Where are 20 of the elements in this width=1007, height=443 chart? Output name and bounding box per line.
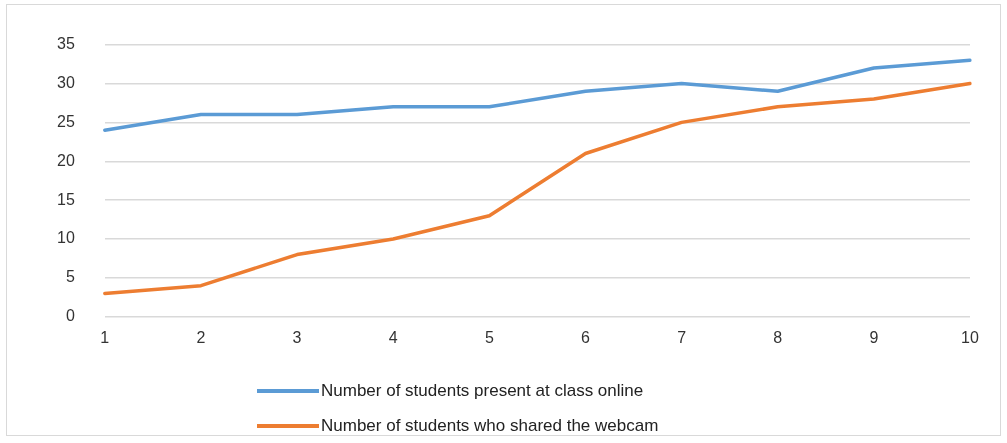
y-tick-label: 30 (57, 73, 75, 91)
legend-label: Number of students present at class online (321, 380, 644, 401)
y-tick-label: 0 (65, 307, 75, 325)
y-tick-label: 35 (57, 35, 75, 53)
x-tick-label: 5 (484, 328, 494, 346)
legend-label: Number of students who shared the webcam (321, 415, 659, 436)
y-tick-label: 10 (57, 229, 75, 247)
x-tick-label: 1 (100, 328, 110, 346)
x-tick-label: 4 (388, 328, 398, 346)
y-tick-label: 20 (57, 151, 75, 169)
x-tick-label: 7 (677, 328, 687, 346)
x-tick-label: 10 (961, 328, 979, 346)
x-tick-label: 2 (196, 328, 206, 346)
x-tick-label: 9 (869, 328, 879, 346)
y-tick-label: 15 (57, 190, 75, 208)
y-tick-label: 5 (65, 268, 75, 286)
y-tick-label: 25 (57, 112, 75, 130)
x-tick-label: 8 (773, 328, 783, 346)
x-tick-label: 3 (292, 328, 302, 346)
x-tick-label: 6 (581, 328, 591, 346)
